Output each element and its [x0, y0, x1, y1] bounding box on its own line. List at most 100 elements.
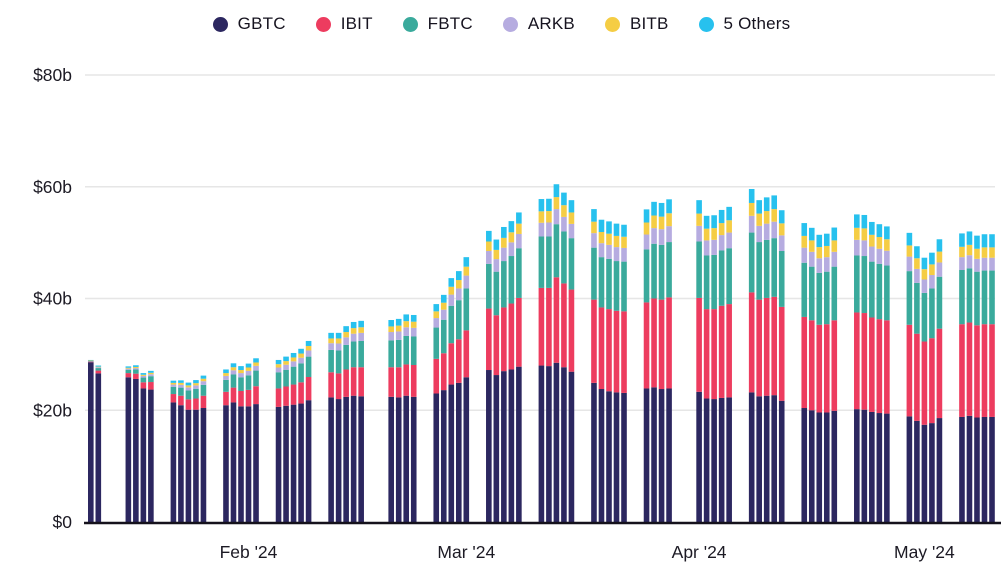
legend-item-fbtc[interactable]: FBTC [402, 14, 473, 34]
bar-2024-04-18[interactable] [823, 233, 830, 523]
bar-2024-03-04[interactable] [486, 230, 492, 522]
bar-2024-05-09[interactable] [981, 234, 988, 522]
bar-2024-04-29[interactable] [906, 232, 913, 522]
bar-2024-04-25[interactable] [876, 224, 883, 522]
bar-2024-04-26[interactable] [884, 226, 890, 522]
bar-2024-02-16[interactable] [358, 320, 364, 522]
bar-2024-02-26[interactable] [433, 304, 440, 522]
bar-2024-04-15[interactable] [801, 223, 808, 522]
bar-2024-02-14[interactable] [343, 326, 349, 522]
bar-2024-02-27[interactable] [440, 294, 447, 522]
bar-2024-04-22[interactable] [854, 214, 860, 522]
bar-2024-04-30[interactable] [914, 246, 920, 522]
bar-2024-03-18[interactable] [591, 209, 597, 522]
bar-2024-02-23[interactable] [410, 314, 417, 522]
bar-2024-01-17[interactable] [133, 365, 139, 522]
bar-2024-01-18[interactable] [140, 373, 147, 522]
bar-2024-05-06[interactable] [959, 233, 965, 522]
bar-2024-02-06[interactable] [283, 356, 289, 522]
bar-2024-01-22[interactable] [170, 380, 177, 522]
legend-item-arkb[interactable]: ARKB [502, 14, 575, 34]
segment-ARKB [463, 275, 470, 289]
bar-2024-02-02[interactable] [253, 358, 259, 522]
legend-item-bitb[interactable]: BITB [604, 14, 669, 34]
bar-2024-03-21[interactable] [613, 223, 620, 522]
bar-2024-01-29[interactable] [223, 369, 229, 522]
bar-2024-01-19[interactable] [148, 370, 154, 522]
bar-2024-01-16[interactable] [125, 366, 132, 522]
bar-2024-01-23[interactable] [178, 380, 184, 522]
bar-2024-02-07[interactable] [290, 352, 297, 522]
bar-2024-05-10[interactable] [989, 234, 995, 522]
segment-GBTC [613, 392, 620, 522]
segment-5 Others [538, 199, 545, 212]
legend-item-gbtc[interactable]: GBTC [212, 14, 286, 34]
bar-2024-02-08[interactable] [298, 348, 304, 522]
bar-2024-04-08[interactable] [748, 188, 755, 522]
bar-2024-05-01[interactable] [921, 257, 928, 522]
bar-2024-03-26[interactable] [651, 201, 657, 522]
bar-2024-04-04[interactable] [718, 209, 725, 522]
bar-2024-03-05[interactable] [493, 239, 500, 522]
bar-2024-03-06[interactable] [501, 226, 507, 522]
bar-2024-02-15[interactable] [350, 321, 357, 522]
legend-item-ibit[interactable]: IBIT [315, 14, 373, 34]
bar-2024-05-08[interactable] [974, 235, 980, 522]
segment-GBTC [298, 403, 304, 522]
bar-2024-01-12[interactable] [95, 365, 102, 522]
segment-5 Others [388, 320, 394, 327]
bar-2024-04-19[interactable] [831, 227, 838, 522]
bar-2024-03-22[interactable] [621, 224, 627, 522]
bar-2024-03-01[interactable] [463, 257, 470, 522]
bar-2024-01-11[interactable] [88, 359, 94, 522]
bar-2024-01-24[interactable] [185, 382, 192, 522]
bar-2024-02-01[interactable] [245, 363, 252, 522]
bar-2024-02-29[interactable] [455, 271, 462, 522]
bar-2024-04-24[interactable] [869, 221, 875, 522]
bar-2024-03-14[interactable] [561, 192, 567, 522]
bar-2024-05-03[interactable] [936, 239, 943, 522]
bar-2024-03-15[interactable] [568, 200, 575, 522]
bar-2024-04-12[interactable] [778, 210, 785, 522]
bar-2024-04-02[interactable] [703, 215, 710, 522]
bar-2024-02-09[interactable] [305, 340, 312, 522]
bar-2024-02-13[interactable] [335, 332, 342, 522]
bar-2024-03-07[interactable] [508, 221, 515, 522]
bar-2024-03-19[interactable] [598, 219, 605, 522]
bar-2024-03-20[interactable] [606, 221, 612, 522]
bar-2024-02-22[interactable] [403, 314, 410, 522]
bar-2024-04-16[interactable] [808, 227, 815, 522]
bar-2024-02-21[interactable] [395, 318, 402, 522]
bar-2024-04-03[interactable] [711, 215, 717, 522]
bar-2024-01-25[interactable] [193, 380, 199, 522]
bar-2024-04-10[interactable] [763, 197, 770, 522]
bar-2024-03-28[interactable] [666, 199, 672, 522]
legend-item-5-others[interactable]: 5 Others [698, 14, 791, 34]
bar-2024-04-01[interactable] [696, 200, 702, 522]
bar-2024-01-31[interactable] [238, 366, 244, 522]
bar-2024-05-02[interactable] [929, 252, 935, 522]
bar-2024-04-11[interactable] [771, 195, 778, 522]
bar-2024-03-08[interactable] [516, 212, 522, 522]
bar-2024-03-25[interactable] [643, 209, 650, 522]
segment-FBTC [906, 271, 913, 325]
bar-2024-03-11[interactable] [538, 199, 545, 522]
bar-2024-04-09[interactable] [756, 200, 762, 522]
segment-ARKB [95, 367, 102, 369]
bar-2024-03-13[interactable] [553, 184, 560, 522]
segment-5 Others [966, 231, 973, 245]
bar-2024-04-23[interactable] [861, 214, 868, 522]
bar-2024-04-17[interactable] [816, 234, 823, 523]
bar-2024-02-12[interactable] [328, 332, 334, 522]
bar-2024-05-07[interactable] [966, 231, 973, 522]
bar-2024-01-26[interactable] [200, 375, 207, 522]
bar-2024-02-20[interactable] [388, 320, 394, 522]
bar-2024-04-05[interactable] [726, 206, 732, 522]
bar-2024-02-05[interactable] [275, 359, 282, 522]
segment-ARKB [591, 233, 597, 248]
bar-2024-03-12[interactable] [546, 198, 552, 522]
bar-2024-02-28[interactable] [448, 278, 455, 522]
bar-2024-03-27[interactable] [658, 202, 665, 522]
segment-BITB [921, 269, 928, 280]
bar-2024-01-30[interactable] [230, 363, 237, 522]
